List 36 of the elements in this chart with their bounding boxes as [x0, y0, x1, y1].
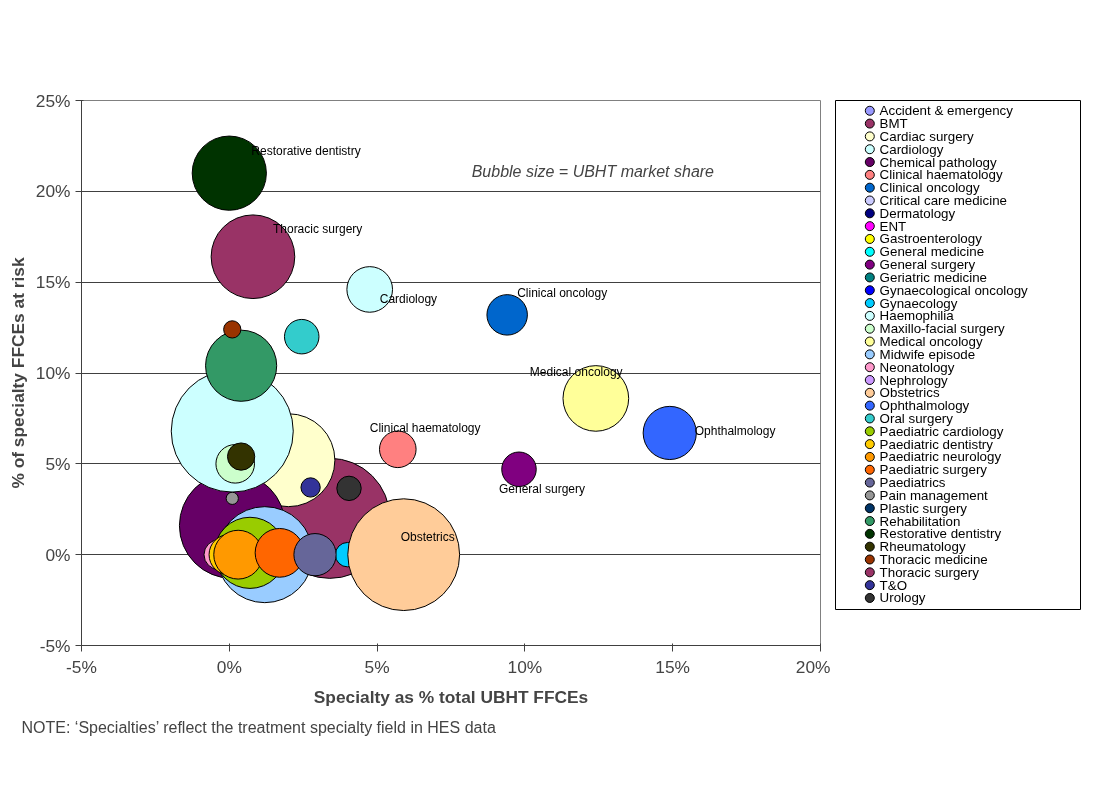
x-tick-label: -5% [66, 656, 97, 677]
y-tick-label: 25% [35, 90, 71, 111]
y-tick-label: 10% [35, 363, 71, 383]
x-tick-label: 5% [364, 656, 390, 677]
x-tick-label: 0% [216, 656, 242, 677]
legend-label: Gynaecological oncology [879, 282, 1029, 298]
legend-label: Rheumatology [879, 539, 966, 555]
legend-label: Clinical oncology [879, 180, 980, 196]
annotation: Clinical oncology [517, 285, 608, 300]
legend-label: Cardiology [879, 141, 944, 157]
legend-label: General surgery [879, 257, 976, 273]
y-tick-label: 15% [35, 272, 71, 293]
legend-label: Gastroenterology [879, 231, 983, 247]
legend-label: Dermatology [879, 205, 956, 221]
text: NOTE: ‘Specialties’ reflect the treatment specialty field in HES data [21, 718, 496, 736]
y-axis-title: % of specialty FFCEs at risk [7, 257, 28, 489]
legend-label: T&O [879, 577, 908, 593]
annotation: Bubble size = UBHT market share [471, 162, 715, 180]
annotation: Obstetrics [400, 529, 455, 544]
legend-label: Neonatology [879, 359, 955, 375]
y-tick-label: 20% [35, 181, 71, 202]
annotation: General surgery [498, 482, 586, 497]
x-axis-title: Specialty as % total UBHT FFCEs [313, 686, 589, 707]
x-tick-label: 15% [655, 656, 691, 677]
legend-label: Accident & emergency [879, 103, 1014, 119]
y-tick-label: 0% [45, 544, 71, 565]
y-tick-label: -5% [39, 635, 71, 656]
legend-label: Paediatric surgery [879, 462, 988, 478]
annotation: Clinical haematology [369, 421, 481, 436]
y-tick-label: 5% [45, 453, 71, 474]
legend-label: Thoracic surgery [879, 564, 980, 580]
x-tick-label: 10% [507, 656, 543, 677]
legend-label: Urology [879, 590, 926, 606]
legend-label: Restorative dentistry [879, 526, 1002, 542]
x-tick-label: 20% [795, 656, 831, 677]
legend-label: ENT [879, 218, 907, 234]
